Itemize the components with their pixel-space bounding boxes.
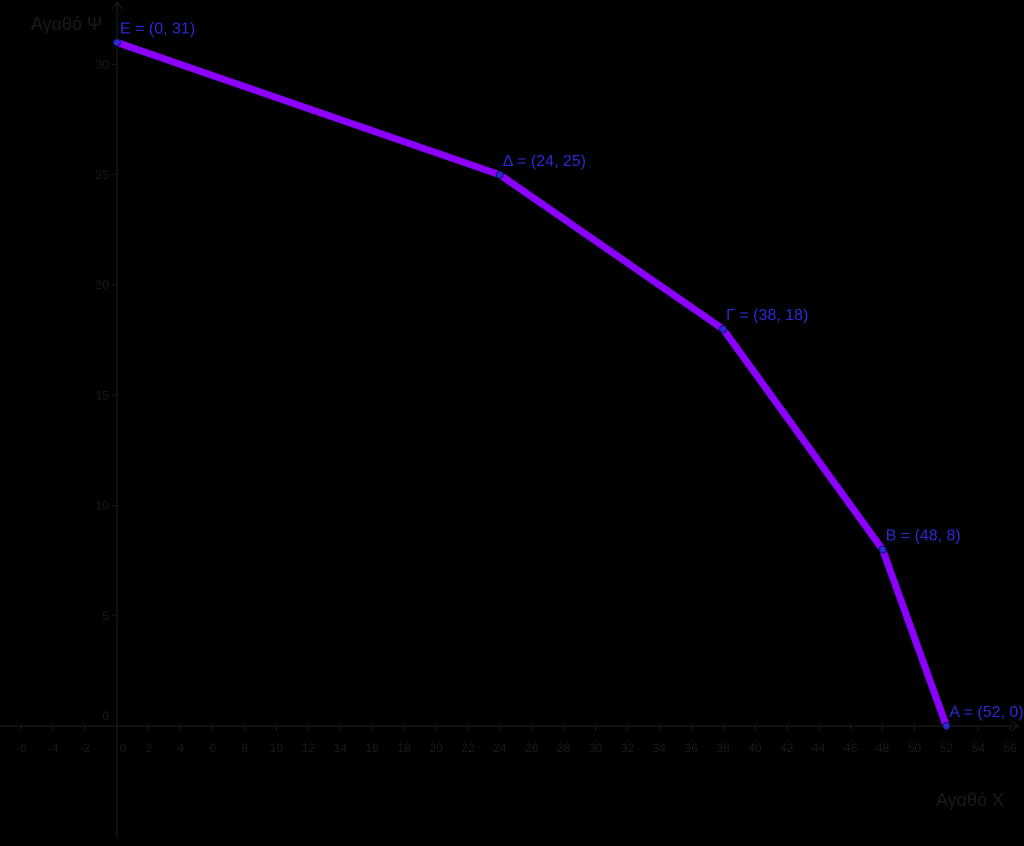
line-segment — [719, 325, 887, 554]
x-tick-label: -2 — [80, 741, 91, 755]
x-tick-label: 44 — [812, 741, 826, 755]
data-point[interactable] — [878, 545, 887, 554]
x-tick-label: 46 — [844, 741, 858, 755]
x-tick-label: 2 — [146, 741, 153, 755]
x-tick-label: 8 — [241, 741, 248, 755]
x-tick-label: -4 — [48, 741, 59, 755]
points: Ε = (0, 31) Δ = (24, 25) Γ = (38, 18) Β = (… — [113, 20, 1024, 730]
data-point-label: Β = (48, 8) — [886, 528, 961, 545]
data-point-label: Γ = (38, 18) — [726, 307, 808, 324]
x-axis-arrow — [1010, 720, 1020, 732]
x-tick-label: -6 — [16, 741, 27, 755]
x-tick-label: 56 — [1004, 741, 1018, 755]
x-tick-label: 32 — [621, 741, 635, 755]
x-tick-label: 16 — [366, 741, 380, 755]
x-tick-label: 50 — [908, 741, 922, 755]
x-tick-label: 0 — [120, 741, 127, 755]
y-ticks: 0 5 10 15 20 25 30 — [96, 58, 117, 727]
line-segment — [113, 38, 504, 179]
x-tick-label: 48 — [876, 741, 890, 755]
x-tick-label: 40 — [748, 741, 762, 755]
x-tick-label: 36 — [685, 741, 699, 755]
y-axis-arrow — [111, 0, 123, 10]
x-tick-label: 12 — [302, 741, 316, 755]
x-tick-label: 30 — [589, 741, 603, 755]
y-tick-label: 0 — [102, 709, 109, 723]
data-point-label: Α = (52, 0) — [949, 704, 1023, 721]
y-tick-label: 25 — [96, 168, 110, 182]
data-point[interactable] — [113, 38, 121, 47]
x-tick-label: 42 — [780, 741, 794, 755]
x-tick-label: 14 — [334, 741, 348, 755]
x-axis-title: Αγαθό Χ — [936, 790, 1004, 810]
y-tick-label: 30 — [96, 58, 110, 72]
y-tick-label: 10 — [96, 499, 110, 513]
line-segment — [496, 171, 727, 333]
data-point[interactable] — [942, 722, 951, 730]
x-tick-label: 54 — [972, 741, 986, 755]
data-point[interactable] — [495, 170, 504, 179]
y-tick-label: 15 — [96, 388, 110, 402]
x-tick-label: 24 — [493, 741, 507, 755]
y-tick-label: 5 — [102, 609, 109, 623]
x-tick-label: 34 — [653, 741, 667, 755]
data-point-label: Δ = (24, 25) — [503, 153, 586, 170]
data-point[interactable] — [719, 325, 728, 334]
series — [113, 38, 950, 730]
x-ticks: -6 -4 -2 0 2 4 6 8 10 12 14 16 18 20 22 24 26 28 30 32 34 36 3… — [16, 726, 1017, 755]
x-tick-label: 28 — [557, 741, 571, 755]
line-segment — [879, 546, 950, 730]
x-tick-label: 52 — [940, 741, 954, 755]
x-tick-label: 38 — [716, 741, 730, 755]
x-tick-label: 18 — [397, 741, 411, 755]
x-tick-label: 22 — [461, 741, 475, 755]
y-axis-title: Αγαθό Ψ — [31, 14, 102, 34]
x-tick-label: 10 — [270, 741, 284, 755]
x-tick-label: 6 — [209, 741, 216, 755]
y-tick-label: 20 — [96, 278, 110, 292]
x-tick-label: 4 — [177, 741, 184, 755]
x-tick-label: 20 — [429, 741, 443, 755]
x-tick-label: 26 — [525, 741, 539, 755]
data-point-label: Ε = (0, 31) — [120, 20, 195, 37]
